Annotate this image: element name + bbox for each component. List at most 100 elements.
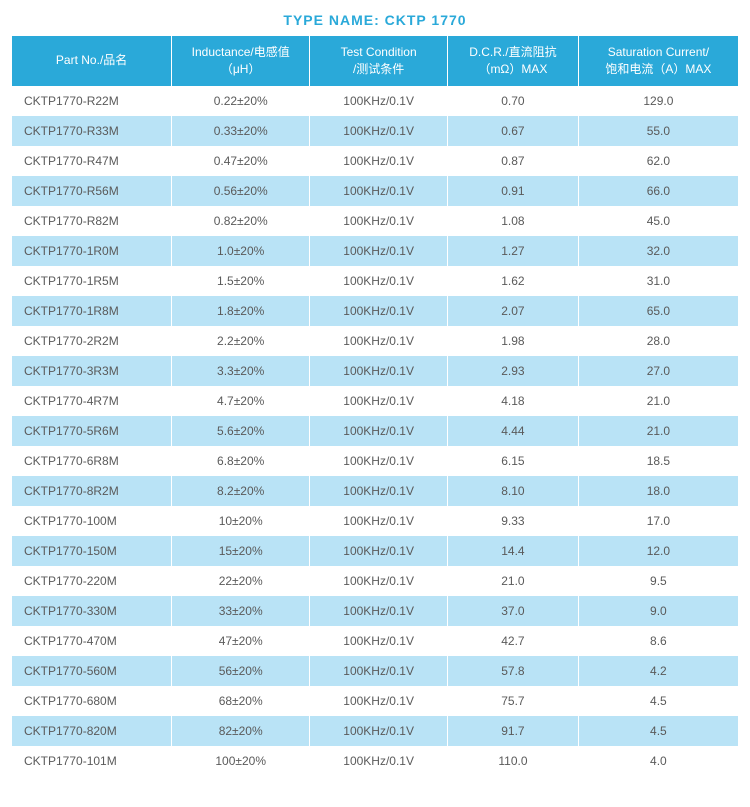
table-cell: 6.15 — [448, 446, 579, 476]
table-cell: CKTP1770-5R6M — [12, 416, 172, 446]
table-cell: CKTP1770-R47M — [12, 146, 172, 176]
table-cell: 0.22±20% — [172, 86, 310, 116]
spec-table: Part No./品名Inductance/电感值（μH）Test Condit… — [12, 36, 738, 776]
table-row: CKTP1770-820M82±20%100KHz/0.1V91.74.5 — [12, 716, 738, 746]
table-cell: 9.0 — [578, 596, 738, 626]
table-row: CKTP1770-470M47±20%100KHz/0.1V42.78.6 — [12, 626, 738, 656]
table-cell: 4.7±20% — [172, 386, 310, 416]
table-cell: 21.0 — [578, 386, 738, 416]
table-cell: 18.5 — [578, 446, 738, 476]
table-cell: 100KHz/0.1V — [310, 356, 448, 386]
table-cell: CKTP1770-R33M — [12, 116, 172, 146]
table-row: CKTP1770-4R7M4.7±20%100KHz/0.1V4.1821.0 — [12, 386, 738, 416]
table-row: CKTP1770-R22M0.22±20%100KHz/0.1V0.70129.… — [12, 86, 738, 116]
table-cell: 33±20% — [172, 596, 310, 626]
column-header: Part No./品名 — [12, 36, 172, 86]
table-cell: 62.0 — [578, 146, 738, 176]
table-row: CKTP1770-100M10±20%100KHz/0.1V9.3317.0 — [12, 506, 738, 536]
table-cell: 31.0 — [578, 266, 738, 296]
table-cell: 14.4 — [448, 536, 579, 566]
table-cell: 32.0 — [578, 236, 738, 266]
table-cell: 100KHz/0.1V — [310, 116, 448, 146]
table-cell: 1.8±20% — [172, 296, 310, 326]
table-cell: 82±20% — [172, 716, 310, 746]
table-cell: 21.0 — [448, 566, 579, 596]
table-header: Part No./品名Inductance/电感值（μH）Test Condit… — [12, 36, 738, 86]
table-cell: 100KHz/0.1V — [310, 626, 448, 656]
table-cell: 42.7 — [448, 626, 579, 656]
table-cell: 1.0±20% — [172, 236, 310, 266]
table-cell: CKTP1770-470M — [12, 626, 172, 656]
table-row: CKTP1770-3R3M3.3±20%100KHz/0.1V2.9327.0 — [12, 356, 738, 386]
table-cell: CKTP1770-1R8M — [12, 296, 172, 326]
table-cell: 100KHz/0.1V — [310, 686, 448, 716]
table-row: CKTP1770-R56M0.56±20%100KHz/0.1V0.9166.0 — [12, 176, 738, 206]
table-cell: 100KHz/0.1V — [310, 326, 448, 356]
table-cell: 100KHz/0.1V — [310, 596, 448, 626]
table-cell: 10±20% — [172, 506, 310, 536]
table-cell: CKTP1770-150M — [12, 536, 172, 566]
table-cell: 4.5 — [578, 686, 738, 716]
table-cell: CKTP1770-2R2M — [12, 326, 172, 356]
table-cell: 18.0 — [578, 476, 738, 506]
table-cell: 100KHz/0.1V — [310, 86, 448, 116]
table-cell: 100KHz/0.1V — [310, 386, 448, 416]
table-cell: 9.33 — [448, 506, 579, 536]
table-cell: CKTP1770-6R8M — [12, 446, 172, 476]
table-cell: 2.93 — [448, 356, 579, 386]
table-cell: 0.82±20% — [172, 206, 310, 236]
table-row: CKTP1770-6R8M6.8±20%100KHz/0.1V6.1518.5 — [12, 446, 738, 476]
table-cell: CKTP1770-R22M — [12, 86, 172, 116]
table-row: CKTP1770-5R6M5.6±20%100KHz/0.1V4.4421.0 — [12, 416, 738, 446]
title-value: CKTP 1770 — [385, 12, 467, 28]
table-cell: 2.2±20% — [172, 326, 310, 356]
table-cell: 27.0 — [578, 356, 738, 386]
type-name-title: TYPE NAME: CKTP 1770 — [12, 12, 738, 28]
column-header: Inductance/电感值（μH） — [172, 36, 310, 86]
table-cell: CKTP1770-100M — [12, 506, 172, 536]
table-cell: CKTP1770-R56M — [12, 176, 172, 206]
column-header: Test Condition/测试条件 — [310, 36, 448, 86]
table-cell: 45.0 — [578, 206, 738, 236]
table-cell: 15±20% — [172, 536, 310, 566]
table-cell: 0.70 — [448, 86, 579, 116]
table-cell: 8.10 — [448, 476, 579, 506]
table-cell: 3.3±20% — [172, 356, 310, 386]
table-row: CKTP1770-2R2M2.2±20%100KHz/0.1V1.9828.0 — [12, 326, 738, 356]
table-row: CKTP1770-680M68±20%100KHz/0.1V75.74.5 — [12, 686, 738, 716]
table-cell: 0.87 — [448, 146, 579, 176]
table-cell: 4.44 — [448, 416, 579, 446]
table-cell: 75.7 — [448, 686, 579, 716]
table-cell: 4.18 — [448, 386, 579, 416]
table-cell: 12.0 — [578, 536, 738, 566]
table-cell: 100±20% — [172, 746, 310, 776]
table-row: CKTP1770-R82M0.82±20%100KHz/0.1V1.0845.0 — [12, 206, 738, 236]
table-row: CKTP1770-560M56±20%100KHz/0.1V57.84.2 — [12, 656, 738, 686]
table-cell: 100KHz/0.1V — [310, 266, 448, 296]
table-cell: 28.0 — [578, 326, 738, 356]
table-cell: 100KHz/0.1V — [310, 536, 448, 566]
table-cell: 100KHz/0.1V — [310, 146, 448, 176]
table-cell: 100KHz/0.1V — [310, 656, 448, 686]
table-cell: CKTP1770-101M — [12, 746, 172, 776]
table-cell: 100KHz/0.1V — [310, 206, 448, 236]
table-cell: 1.27 — [448, 236, 579, 266]
table-cell: 1.5±20% — [172, 266, 310, 296]
table-cell: 57.8 — [448, 656, 579, 686]
table-cell: CKTP1770-1R0M — [12, 236, 172, 266]
table-cell: 21.0 — [578, 416, 738, 446]
table-cell: 100KHz/0.1V — [310, 476, 448, 506]
table-cell: 100KHz/0.1V — [310, 716, 448, 746]
table-row: CKTP1770-1R5M1.5±20%100KHz/0.1V1.6231.0 — [12, 266, 738, 296]
table-row: CKTP1770-101M100±20%100KHz/0.1V110.04.0 — [12, 746, 738, 776]
table-cell: CKTP1770-R82M — [12, 206, 172, 236]
table-row: CKTP1770-8R2M8.2±20%100KHz/0.1V8.1018.0 — [12, 476, 738, 506]
table-cell: CKTP1770-680M — [12, 686, 172, 716]
table-cell: 110.0 — [448, 746, 579, 776]
table-row: CKTP1770-R47M0.47±20%100KHz/0.1V0.8762.0 — [12, 146, 738, 176]
table-cell: 1.98 — [448, 326, 579, 356]
table-row: CKTP1770-330M33±20%100KHz/0.1V37.09.0 — [12, 596, 738, 626]
table-cell: 22±20% — [172, 566, 310, 596]
table-cell: 129.0 — [578, 86, 738, 116]
table-row: CKTP1770-220M22±20%100KHz/0.1V21.09.5 — [12, 566, 738, 596]
